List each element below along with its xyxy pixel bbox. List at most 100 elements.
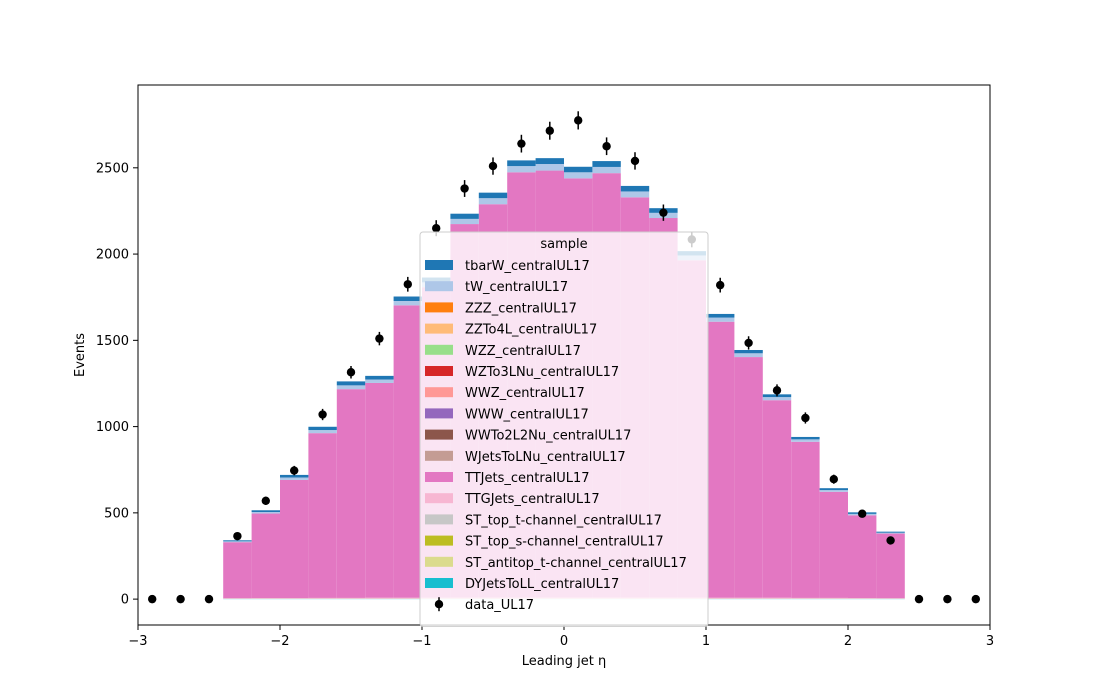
legend-label: WWW_centralUL17 <box>465 407 589 422</box>
legend-swatch <box>425 344 453 355</box>
legend-label: ZZZ_centralUL17 <box>465 301 577 316</box>
data-point-21 <box>744 338 753 348</box>
bar-tW_centralUL17-3 <box>308 430 337 434</box>
x-tick-label: −1 <box>412 634 431 649</box>
bar-tbarW_centralUL17-12 <box>564 166 593 173</box>
data-point-13 <box>517 139 526 148</box>
bar-TTJets_centralUL17-5 <box>365 382 394 598</box>
data-point-17 <box>630 156 640 166</box>
data-point-20 <box>716 280 725 290</box>
bar-TTJets_centralUL17-22 <box>848 515 877 599</box>
legend-label: WWTo2L2Nu_centralUL17 <box>465 429 631 444</box>
legend-title: sample <box>540 237 587 252</box>
legend-swatch <box>425 493 453 504</box>
bar-tW_centralUL17-12 <box>564 172 593 179</box>
bar-tbarW_centralUL17-18 <box>734 349 763 354</box>
legend-swatch <box>425 260 453 270</box>
data-point-10 <box>432 223 441 233</box>
data-point-29 <box>971 594 980 604</box>
x-tick-label: 2 <box>844 634 852 649</box>
data-point-4 <box>261 496 270 505</box>
bar-tW_centralUL17-4 <box>336 385 366 390</box>
data-point-15 <box>574 116 583 125</box>
bar-tbarW_centralUL17-4 <box>336 381 366 386</box>
bar-TTJets_centralUL17-18 <box>734 357 763 598</box>
data-point-22 <box>772 386 782 395</box>
data-point-24 <box>829 475 838 484</box>
legend-label: tbarW_centralUL17 <box>465 259 590 274</box>
data-point-11 <box>460 184 469 193</box>
x-axis-label: Leading jet η <box>522 654 607 669</box>
data-point-0 <box>148 594 157 604</box>
y-tick-label: 2000 <box>96 248 129 263</box>
legend-swatch <box>425 450 453 461</box>
data-point-12 <box>488 161 498 171</box>
legend-swatch <box>425 429 453 440</box>
y-axis: 0 500 1000 1500 2000 2500 <box>96 161 138 608</box>
bar-tW_centralUL17-5 <box>365 379 394 383</box>
legend-label: ST_top_s-channel_centralUL17 <box>465 535 664 550</box>
bar-TTGJets_centralUL17-21 <box>819 597 848 599</box>
bar-tbarW_centralUL17-9 <box>478 192 508 199</box>
bar-tbarW_centralUL17-13 <box>592 161 621 167</box>
y-tick-label: 1500 <box>96 334 129 349</box>
bar-tW_centralUL17-6 <box>393 301 422 306</box>
bar-TTJets_centralUL17-3 <box>308 433 337 598</box>
bar-tW_centralUL17-17 <box>706 317 735 322</box>
bar-tbarW_centralUL17-23 <box>876 531 905 533</box>
legend-label: TTJets_centralUL17 <box>464 471 590 486</box>
bar-tW_centralUL17-19 <box>762 397 792 401</box>
legend-label: WWZ_centralUL17 <box>465 386 585 401</box>
y-tick-label: 0 <box>121 593 129 608</box>
legend-items: tbarW_centralUL17 tW_centralUL17 ZZZ_centr… <box>425 259 687 613</box>
legend-swatch <box>425 578 453 588</box>
legend-swatch <box>425 408 453 419</box>
bar-tW_centralUL17-11 <box>535 164 564 171</box>
data-point-6 <box>318 410 327 419</box>
bar-tbarW_centralUL17-6 <box>393 296 422 301</box>
bar-TTGJets_centralUL17-2 <box>280 598 309 599</box>
legend: sample tbarW_centralUL17 tW_centralUL17 ZZ… <box>419 231 709 627</box>
legend-label: ZZTo4L_centralUL17 <box>465 323 597 338</box>
y-tick-label: 2500 <box>96 161 129 176</box>
bar-tW_centralUL17-0 <box>223 541 252 543</box>
y-tick-label: 1000 <box>96 420 129 435</box>
bar-tbarW_centralUL17-17 <box>706 313 735 318</box>
bar-TTJets_centralUL17-4 <box>336 389 366 598</box>
bar-TTJets_centralUL17-20 <box>791 441 820 598</box>
bar-tbarW_centralUL17-21 <box>819 488 848 491</box>
bar-TTJets_centralUL17-21 <box>819 491 848 598</box>
bar-tW_centralUL17-21 <box>819 490 848 492</box>
data-point-14 <box>545 126 554 135</box>
bar-tW_centralUL17-10 <box>507 166 536 173</box>
data-point-7 <box>346 368 356 377</box>
legend-swatch <box>425 366 453 376</box>
data-point-8 <box>375 334 384 343</box>
x-tick-label: −2 <box>270 634 289 649</box>
bar-tW_centralUL17-20 <box>791 439 820 442</box>
legend-swatch <box>425 514 453 525</box>
legend-swatch <box>425 323 453 334</box>
x-tick-label: 1 <box>702 634 710 649</box>
bar-tbarW_centralUL17-20 <box>791 436 820 440</box>
legend-swatch <box>425 556 453 567</box>
legend-swatch <box>425 387 453 398</box>
bar-tbarW_centralUL17-1 <box>251 510 280 512</box>
legend-label: ST_top_t-channel_centralUL17 <box>465 513 662 528</box>
bar-tbarW_centralUL17-5 <box>365 375 394 380</box>
bar-TTGJets_centralUL17-3 <box>308 597 337 599</box>
legend-label: ST_antitop_t-channel_centralUL17 <box>465 556 687 571</box>
bar-tW_centralUL17-1 <box>251 511 280 514</box>
data-point-25 <box>858 509 867 518</box>
bar-TTJets_centralUL17-0 <box>223 542 252 599</box>
bar-TTGJets_centralUL17-17 <box>706 597 735 599</box>
bar-tbarW_centralUL17-2 <box>280 474 309 478</box>
bar-TTGJets_centralUL17-18 <box>734 597 763 599</box>
x-tick-label: 0 <box>560 634 568 649</box>
legend-box <box>419 231 709 627</box>
data-point-1 <box>176 594 185 604</box>
bar-tW_centralUL17-13 <box>592 166 621 174</box>
bar-TTGJets_centralUL17-22 <box>848 598 877 599</box>
data-point-9 <box>403 280 412 289</box>
